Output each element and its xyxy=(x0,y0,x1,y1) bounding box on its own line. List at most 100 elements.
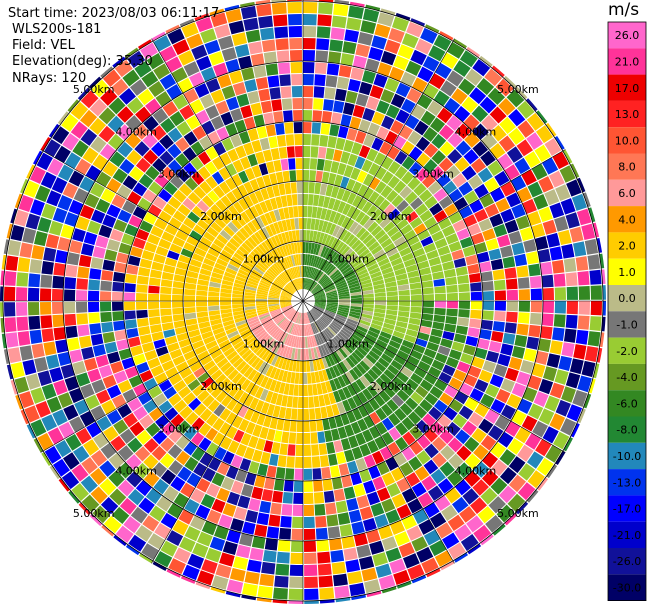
velocity-gate xyxy=(357,404,369,418)
velocity-gate xyxy=(372,279,385,286)
velocity-gate xyxy=(536,457,554,476)
velocity-gate xyxy=(337,125,349,139)
velocity-gate xyxy=(270,392,279,405)
velocity-gate xyxy=(281,503,293,516)
velocity-gate xyxy=(544,138,562,156)
velocity-gate xyxy=(220,292,232,298)
velocity-gate xyxy=(28,302,40,316)
velocity-gate xyxy=(387,175,401,189)
velocity-gate xyxy=(165,24,180,34)
velocity-gate xyxy=(353,262,365,271)
velocity-gate xyxy=(349,582,366,597)
velocity-gate xyxy=(271,310,282,317)
velocity-gate xyxy=(565,372,581,389)
velocity-gate xyxy=(324,209,332,222)
velocity-gate xyxy=(390,257,403,267)
velocity-gate xyxy=(423,348,437,359)
velocity-gate xyxy=(492,523,506,536)
velocity-gate xyxy=(541,313,554,327)
velocity-gate xyxy=(68,199,84,215)
velocity-gate xyxy=(172,301,184,308)
velocity-gate xyxy=(261,317,272,325)
velocity-gate xyxy=(532,420,549,438)
velocity-gate xyxy=(287,283,296,293)
velocity-gate xyxy=(380,50,397,66)
velocity-gate xyxy=(288,268,295,280)
velocity-gate xyxy=(334,585,350,599)
velocity-gate xyxy=(426,341,440,352)
velocity-gate xyxy=(64,301,76,314)
velocity-gate xyxy=(375,421,388,435)
velocity-gate xyxy=(280,303,292,307)
velocity-gate xyxy=(210,369,223,381)
velocity-gate xyxy=(303,50,316,62)
velocity-gate xyxy=(160,308,172,316)
velocity-gate xyxy=(443,203,458,217)
velocity-gate xyxy=(220,361,232,373)
velocity-gate xyxy=(405,397,419,411)
velocity-gate xyxy=(438,124,455,140)
velocity-gate xyxy=(89,98,108,117)
velocity-gate xyxy=(417,66,434,83)
velocity-gate xyxy=(433,314,446,323)
velocity-gate xyxy=(299,360,303,372)
velocity-gate xyxy=(499,116,516,135)
velocity-gate xyxy=(159,150,174,166)
velocity-gate xyxy=(220,308,232,314)
velocity-gate xyxy=(356,495,370,509)
velocity-gate xyxy=(160,286,172,295)
velocity-gate xyxy=(429,202,443,216)
velocity-gate xyxy=(187,191,201,205)
velocity-gate xyxy=(511,382,527,398)
velocity-gate xyxy=(346,205,357,218)
velocity-gate xyxy=(365,4,381,11)
velocity-gate xyxy=(494,301,506,311)
velocity-gate xyxy=(517,312,530,324)
velocity-gate xyxy=(259,500,272,514)
velocity-gate xyxy=(314,302,326,306)
velocity-gate xyxy=(324,342,333,354)
velocity-gate xyxy=(243,333,255,343)
velocity-gate xyxy=(158,353,172,365)
velocity-gate xyxy=(60,364,75,379)
velocity-gate xyxy=(259,388,269,401)
velocity-gate xyxy=(249,397,260,410)
velocity-gate xyxy=(274,26,289,39)
velocity-gate xyxy=(196,241,210,252)
velocity-gate xyxy=(138,173,154,189)
velocity-gate xyxy=(243,195,254,208)
velocity-gate xyxy=(368,267,381,275)
velocity-gate xyxy=(112,291,124,301)
velocity-gate xyxy=(277,455,287,468)
velocity-gate xyxy=(428,256,441,267)
velocity-gate xyxy=(438,195,453,209)
velocity-gate xyxy=(326,293,338,298)
range-ring-label: 4.00km xyxy=(455,125,497,138)
velocity-gate xyxy=(327,354,336,366)
velocity-gate xyxy=(514,157,531,175)
velocity-gate xyxy=(281,98,293,111)
velocity-gate xyxy=(322,343,330,355)
velocity-gate xyxy=(401,98,416,114)
velocity-gate xyxy=(212,267,225,276)
velocity-gate xyxy=(239,533,254,547)
velocity-gate xyxy=(324,234,332,247)
velocity-gate xyxy=(137,88,155,106)
velocity-gate xyxy=(322,261,331,272)
velocity-gate xyxy=(259,573,275,587)
velocity-gate xyxy=(220,301,232,306)
velocity-gate xyxy=(269,266,279,276)
velocity-gate xyxy=(247,153,258,167)
velocity-gate xyxy=(273,159,282,172)
velocity-gate xyxy=(213,238,226,249)
colorbar-swatch xyxy=(608,127,646,154)
velocity-gate xyxy=(442,260,455,271)
velocity-gate xyxy=(287,269,294,280)
velocity-gate xyxy=(303,98,313,110)
velocity-gate xyxy=(236,375,247,388)
velocity-gate xyxy=(195,581,211,590)
velocity-gate xyxy=(289,420,297,432)
velocity-gate xyxy=(434,379,448,392)
velocity-gate xyxy=(439,461,455,477)
velocity-gate xyxy=(117,445,134,461)
